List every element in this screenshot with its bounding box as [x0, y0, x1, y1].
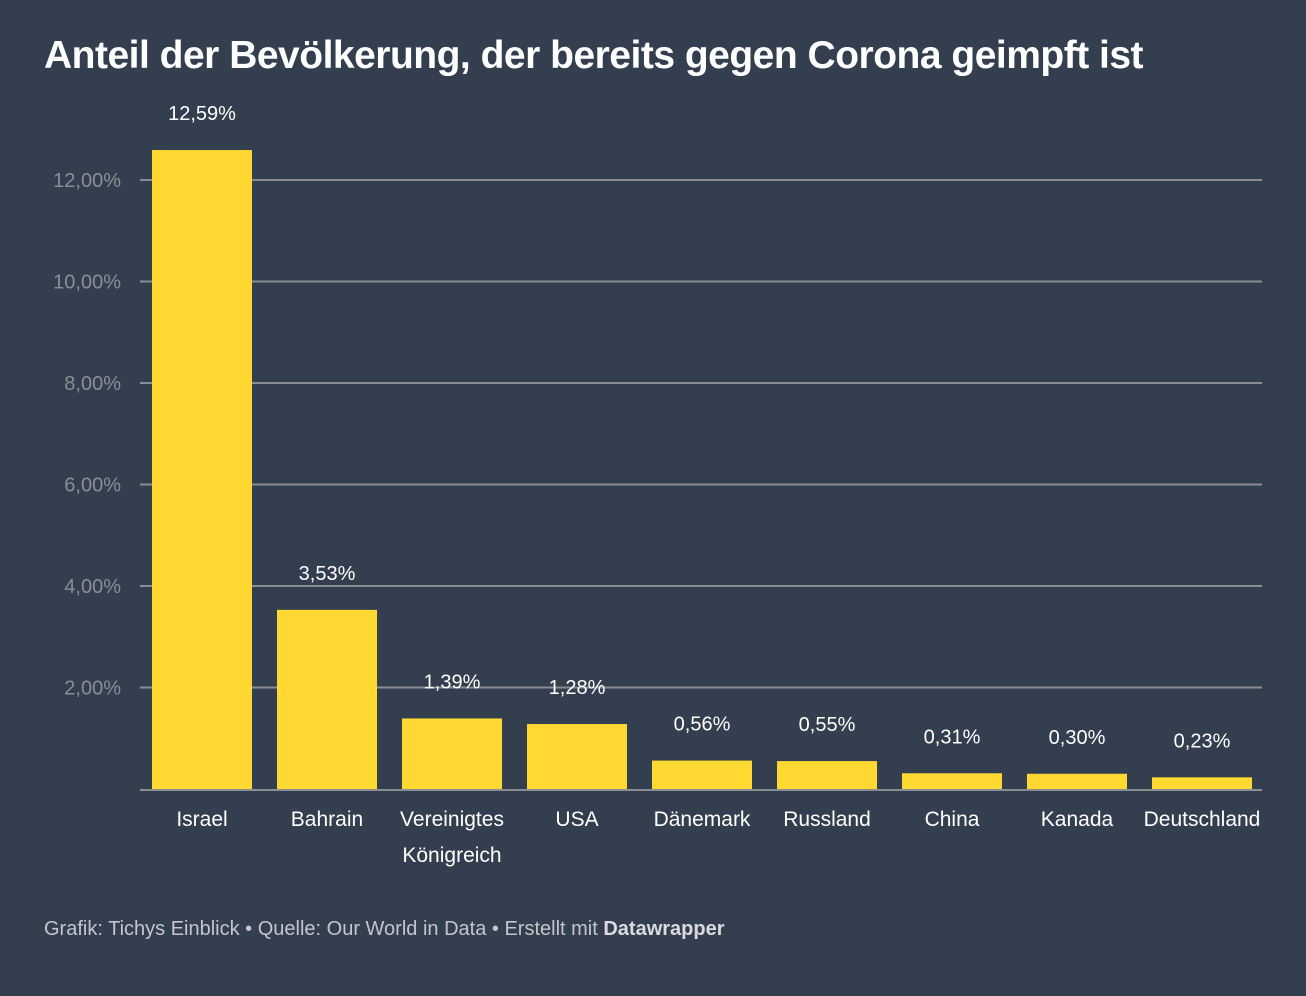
bar — [152, 150, 252, 789]
x-tick-label: Dänemark — [654, 808, 751, 831]
y-axis-ticks: 2,00% 4,00% 6,00% 8,00% 10,00% 12,00% — [53, 170, 121, 700]
x-tick-label-line: Deutschland — [1144, 808, 1261, 831]
value-label: 0,23% — [1174, 730, 1231, 752]
x-tick-label: Russland — [783, 808, 871, 831]
y-tick-label: 2,00% — [64, 678, 121, 700]
bar — [402, 718, 502, 789]
x-axis-labels: Israel Bahrain Vereinigtes Königreich USA Dän… — [176, 808, 1260, 867]
value-label: 0,56% — [674, 714, 731, 736]
bar — [1152, 777, 1252, 789]
bar — [777, 761, 877, 789]
bar — [527, 724, 627, 789]
bar — [902, 773, 1002, 789]
y-tick-label: 8,00% — [64, 373, 121, 395]
x-tick-label: Bahrain — [291, 808, 363, 831]
value-label: 0,31% — [924, 726, 981, 748]
y-tick-label: 4,00% — [64, 576, 121, 598]
value-label: 1,28% — [549, 677, 606, 699]
x-tick-label-line: Königreich — [402, 844, 501, 867]
footer-text: Grafik: Tichys Einblick • Quelle: Our Wo… — [44, 918, 604, 940]
value-label: 3,53% — [299, 563, 356, 585]
value-label: 1,39% — [424, 671, 481, 693]
x-tick-label: Kanada — [1041, 808, 1114, 831]
value-label: 0,30% — [1049, 727, 1106, 749]
x-tick-label-line: Bahrain — [291, 808, 363, 831]
x-tick-label-line: Israel — [176, 808, 227, 831]
x-tick-label-line: Russland — [783, 808, 871, 831]
x-tick-label-line: Kanada — [1041, 808, 1114, 831]
bar — [1027, 773, 1127, 789]
x-tick-label: USA — [555, 808, 598, 831]
x-tick-label-line: Dänemark — [654, 808, 751, 831]
x-tick-label: Deutschland — [1144, 808, 1261, 831]
value-label: 12,59% — [168, 103, 236, 125]
x-tick-label: Israel — [176, 808, 227, 831]
bar — [652, 760, 752, 789]
x-tick-label-line: China — [925, 808, 980, 831]
chart-title: Anteil der Bevölkerung, der bereits gege… — [44, 34, 1144, 77]
y-tick-label: 6,00% — [64, 475, 121, 497]
value-labels: 12,59% 3,53% 1,39% 1,28% 0,56% 0,55% 0,31% 0,30… — [168, 103, 1230, 752]
value-label: 0,55% — [799, 714, 856, 736]
footer-credits: Grafik: Tichys Einblick • Quelle: Our Wo… — [44, 918, 725, 941]
y-tick-label: 10,00% — [53, 272, 121, 294]
y-tick-label: 12,00% — [53, 170, 121, 192]
x-tick-label-line: Vereinigtes — [400, 808, 504, 831]
bar — [277, 609, 377, 789]
x-tick-label: China — [925, 808, 980, 831]
x-tick-label: Vereinigtes Königreich — [400, 808, 504, 867]
bars — [152, 150, 1252, 789]
footer-tool-link[interactable]: Datawrapper — [603, 918, 725, 940]
x-tick-label-line: USA — [555, 808, 598, 831]
